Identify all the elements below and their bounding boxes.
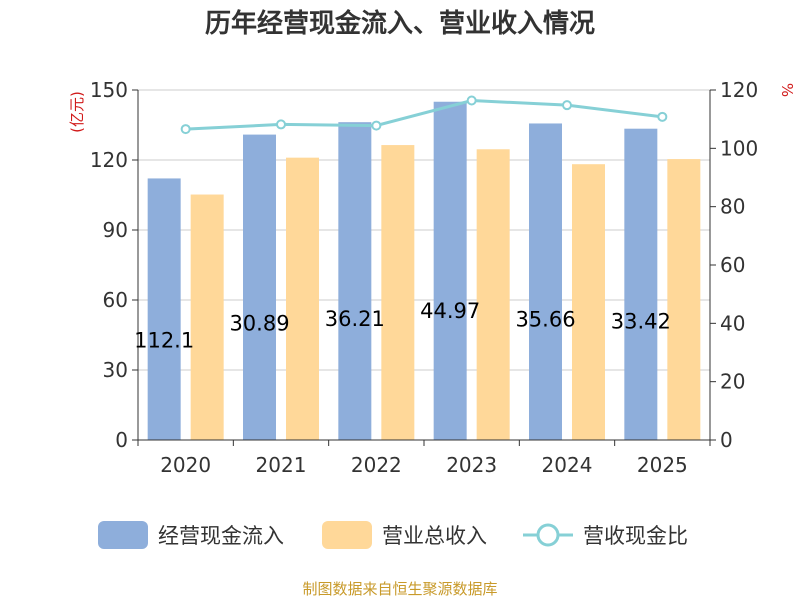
right-tick-label: 120 [720, 78, 758, 102]
legend-marker [536, 523, 560, 547]
right-tick-label: 40 [720, 311, 745, 335]
legend-label: 营收现金比 [583, 524, 688, 548]
ratio-line-path [185, 98, 663, 131]
ratio-point [180, 124, 191, 135]
legend: 经营现金流入 营业总收入 营收现金比 [98, 521, 688, 549]
left-tick-label: 150 [90, 78, 128, 102]
revenue-bar [381, 145, 415, 441]
right-tick-label: 100 [720, 136, 758, 160]
x-tick-label: 2024 [542, 453, 593, 477]
bar-value-label: 33.42 [611, 309, 671, 333]
legend-swatch [98, 521, 148, 549]
ratio-point [466, 95, 477, 106]
revenue-bar [286, 157, 319, 440]
axes: 0 30 60 90 120 150 0 20 40 60 80 100 120 2020 2021 2022… [90, 78, 758, 477]
legend-swatch [322, 521, 372, 549]
bar-value-label: 112.1 [134, 328, 194, 352]
cash-inflow-bar [243, 134, 276, 440]
revenue-bar [476, 149, 510, 440]
left-tick-label: 90 [103, 218, 128, 242]
cash-inflow-bar [529, 123, 562, 441]
ratio-point [371, 120, 382, 131]
right-axis-unit: % [778, 83, 796, 97]
revenue-bar [190, 194, 224, 440]
right-tick-label: 20 [720, 370, 745, 394]
ratio-point [276, 119, 286, 130]
cash-inflow-bar [338, 122, 372, 440]
x-tick-label: 2021 [256, 453, 307, 477]
gridlines [138, 89, 710, 371]
cash-inflow-bar [433, 101, 467, 440]
right-tick-label: 80 [720, 195, 745, 219]
ratio-point [562, 100, 572, 111]
x-tick-label: 2025 [637, 453, 688, 477]
ratio-point [657, 111, 668, 122]
bar-value-label: 35.66 [515, 307, 575, 331]
revenue-bar [572, 164, 605, 440]
legend-label: 经营现金流入 [158, 524, 284, 548]
left-tick-label: 120 [90, 148, 128, 172]
left-axis-unit: (亿元) [68, 91, 86, 133]
legend-label: 营业总收入 [382, 524, 487, 548]
x-tick-label: 2022 [351, 453, 402, 477]
bar-value-label: 44.97 [420, 299, 480, 323]
cash-inflow-bar [147, 178, 181, 440]
revenue-bar [667, 159, 701, 441]
bar-labels: 112.1 30.89 36.21 44.97 35.66 33.42 [134, 299, 671, 352]
chart-title: 历年经营现金流入、营业收入情况 [205, 8, 595, 39]
left-tick-label: 30 [103, 358, 128, 382]
bars [147, 101, 701, 441]
right-tick-label: 60 [720, 253, 745, 277]
left-tick-label: 60 [103, 288, 128, 312]
right-tick-label: 0 [720, 428, 733, 452]
ratio-line [180, 95, 668, 135]
x-tick-label: 2020 [160, 453, 211, 477]
x-tick-label: 2023 [446, 453, 497, 477]
left-tick-label: 0 [115, 428, 128, 452]
bar-value-label: 30.89 [229, 312, 289, 336]
bar-value-label: 36.21 [325, 307, 385, 331]
cash-inflow-bar [624, 128, 658, 441]
source-note: 制图数据来自恒生聚源数据库 [302, 580, 497, 598]
